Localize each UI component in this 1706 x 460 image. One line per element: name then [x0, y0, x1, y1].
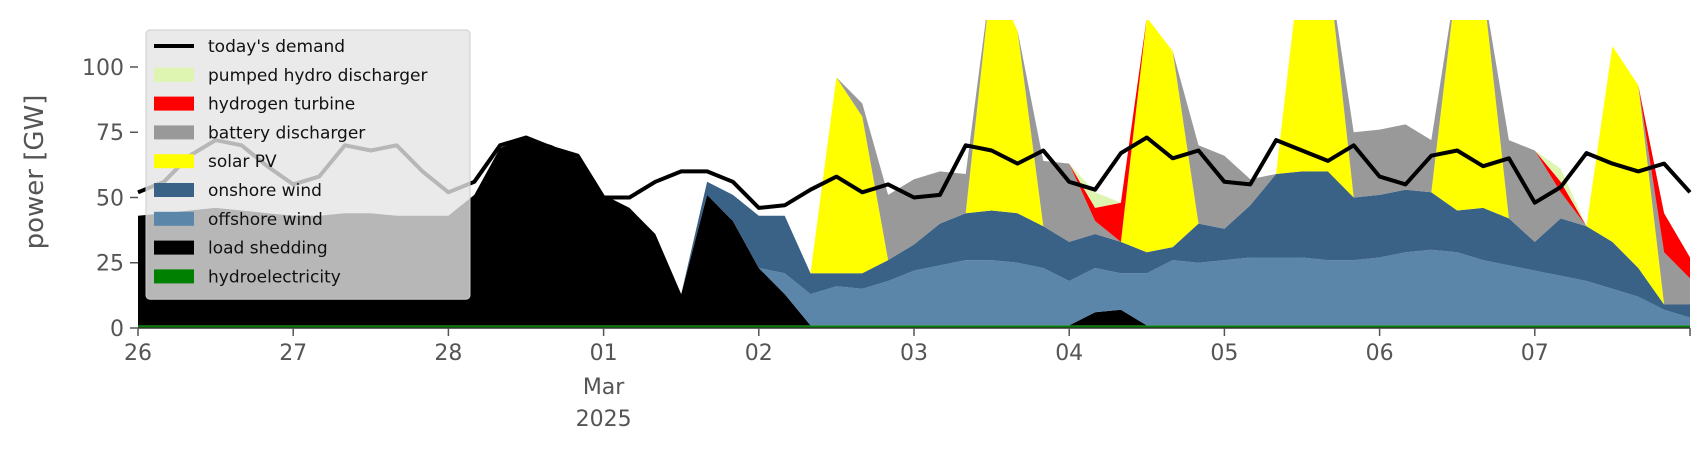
y-tick-label: 50 — [96, 186, 124, 211]
legend-label-hydroelectricity: hydroelectricity — [208, 267, 341, 287]
legend-label-load-shedding: load shedding — [208, 239, 328, 259]
x-tick-label: 07 — [1521, 341, 1549, 366]
legend-label-solar-pv: solar PV — [208, 152, 277, 172]
legend-label-battery-discharger: battery discharger — [208, 123, 365, 143]
x-tick-label: 28 — [434, 341, 462, 366]
legend-label-offshore-wind: offshore wind — [208, 210, 323, 230]
legend-label-hydrogen-turbine: hydrogen turbine — [208, 95, 355, 115]
x-tick-label: 04 — [1055, 341, 1083, 366]
area-onshore-wind — [138, 137, 1690, 318]
x-tick-label: 01 — [590, 341, 618, 366]
legend-label-today-s-demand: today's demand — [208, 37, 345, 57]
legend-swatch-pumped-hydro-discharger — [154, 67, 194, 82]
x-tick-label: 02 — [745, 341, 773, 366]
x-tick-sublabel: Mar — [583, 375, 625, 400]
area-solar-pv — [138, 20, 1690, 305]
x-tick-label: 05 — [1210, 341, 1238, 366]
area-battery-discharger — [138, 20, 1690, 305]
y-tick-label: 0 — [110, 317, 124, 342]
legend-swatch-solar-pv — [154, 154, 194, 169]
legend-label-pumped-hydro-discharger: pumped hydro discharger — [208, 66, 427, 86]
legend-swatch-battery-discharger — [154, 125, 194, 140]
legend-swatch-onshore-wind — [154, 183, 194, 197]
y-tick-label: 75 — [96, 121, 124, 146]
axes: 0 25 50 75 100 26 27 28 01 Mar 2025 02 03 04 05 06 07 — [82, 56, 1691, 432]
y-tick-label: 100 — [82, 56, 124, 81]
x-tick-label: 06 — [1366, 341, 1394, 366]
legend-swatch-offshore-wind — [154, 211, 194, 226]
area-load-shedding — [138, 137, 1690, 326]
legend-swatch-load-shedding — [154, 240, 194, 255]
legend-swatch-hydroelectricity — [154, 269, 194, 284]
y-tick-label: 25 — [96, 252, 124, 277]
area-offshore-wind — [138, 137, 1690, 326]
y-axis-label: power [GW] — [20, 95, 50, 250]
legend-box — [145, 29, 471, 300]
x-tick-label: 26 — [124, 341, 152, 366]
legend-swatch-hydrogen-turbine — [154, 96, 194, 111]
legend-label-onshore-wind: onshore wind — [208, 181, 322, 201]
x-tick-label: 03 — [900, 341, 928, 366]
x-tick-label: 27 — [279, 341, 307, 366]
x-tick-sublabel: 2025 — [576, 407, 632, 432]
legend: today's demand pumped hydro discharger hyd… — [145, 29, 471, 300]
